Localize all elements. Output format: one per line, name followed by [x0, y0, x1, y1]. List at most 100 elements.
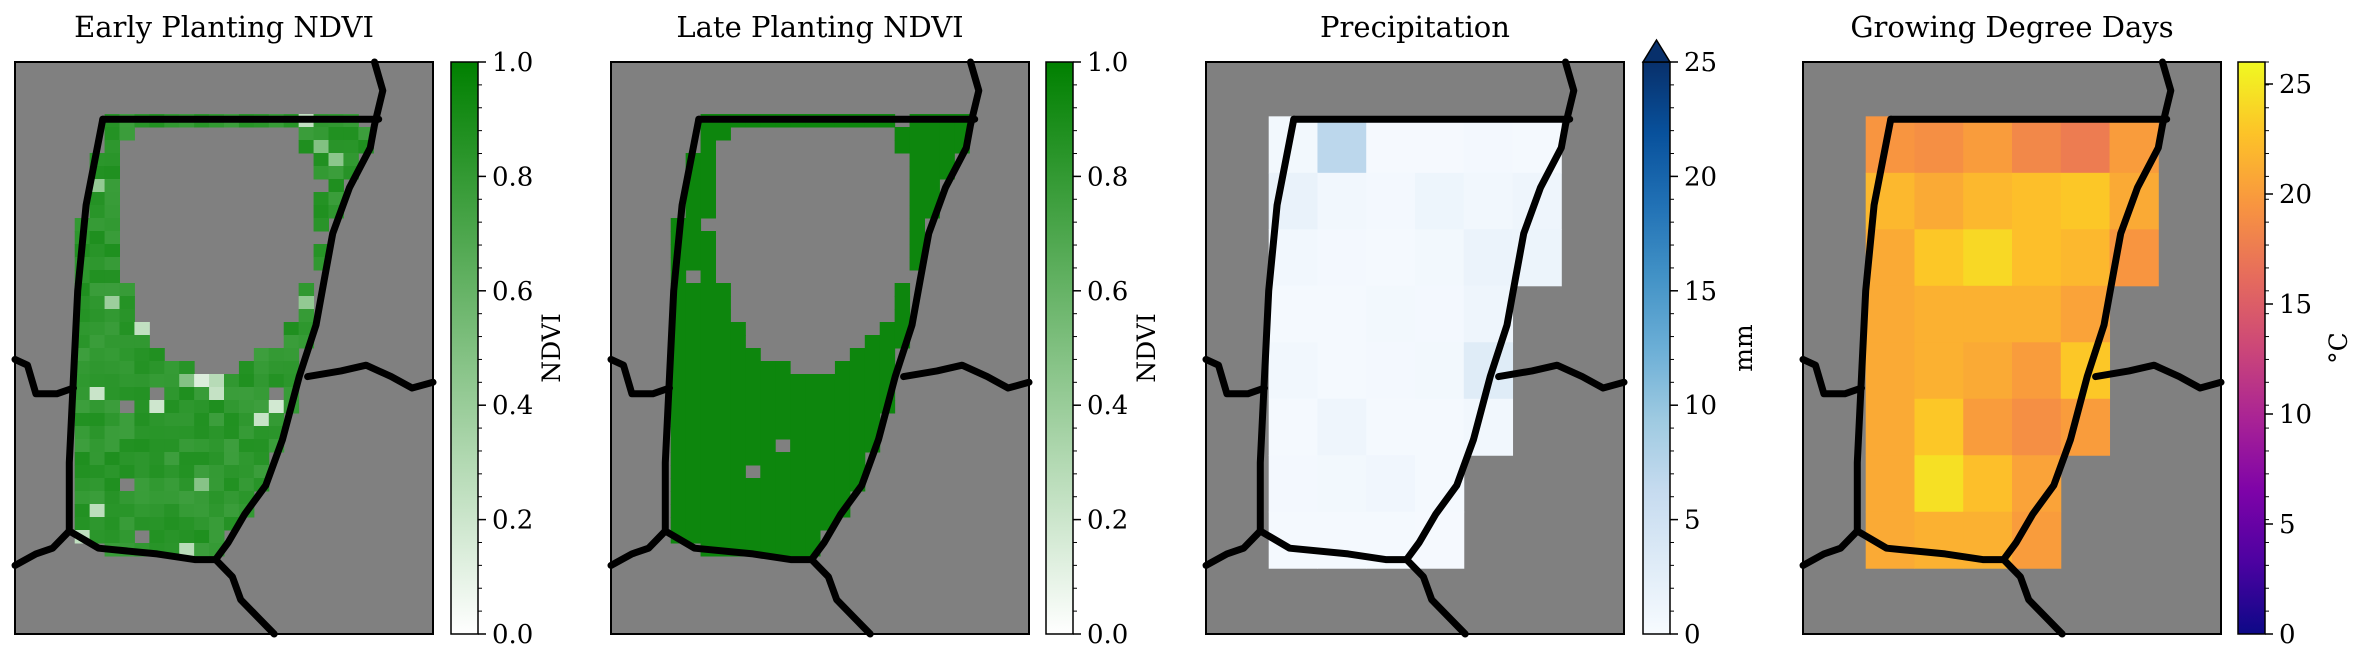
heatmap-cell: [1463, 116, 1514, 174]
heatmap-cell: [238, 400, 255, 414]
heatmap-cell: [268, 400, 285, 414]
heatmap-cells: [670, 114, 970, 557]
heatmap-cell: [253, 465, 270, 479]
heatmap-cell: [730, 413, 746, 427]
heatmap-cell: [700, 504, 716, 518]
heatmap-cell: [164, 517, 180, 531]
colorbar-tick-label: 0.8: [1087, 162, 1128, 192]
heatmap-cell: [849, 452, 866, 466]
heatmap-cell: [104, 400, 120, 414]
heatmap-cell: [715, 348, 731, 362]
heatmap-cell: [1415, 229, 1465, 287]
heatmap-cell: [1366, 172, 1416, 230]
heatmap-cell: [74, 413, 91, 427]
heatmap-cell: [894, 140, 911, 154]
heatmap-cell: [298, 309, 315, 323]
heatmap-cell: [119, 504, 135, 518]
heatmap-cell: [700, 205, 716, 219]
heatmap-cell: [790, 387, 806, 401]
border-line: [304, 361, 437, 392]
heatmap-cell: [730, 478, 746, 492]
heatmap-cell: [745, 439, 761, 453]
heatmap-cell: [939, 153, 955, 167]
heatmap-cell: [104, 413, 120, 427]
heatmap-cell: [1415, 398, 1465, 456]
heatmap-cell: [119, 127, 135, 141]
heatmap-cell: [224, 387, 240, 401]
heatmap-cell: [1268, 285, 1318, 343]
border-line: [11, 355, 77, 398]
heatmap-cell: [745, 530, 761, 544]
heatmap-cell: [715, 400, 731, 414]
heatmap-cell: [74, 426, 91, 440]
heatmap-cell: [74, 374, 91, 388]
heatmap-cell: [149, 374, 165, 388]
heatmap-cell: [1914, 116, 1964, 174]
heatmap-cell: [790, 491, 806, 505]
heatmap-cell: [209, 465, 225, 479]
heatmap-cell: [715, 426, 731, 440]
heatmap-cell: [849, 374, 866, 388]
heatmap-cell: [1914, 285, 1964, 343]
heatmap-cell: [89, 218, 106, 232]
heatmap-cell: [164, 478, 180, 492]
heatmap-cell: [700, 296, 716, 310]
heatmap-cell: [924, 140, 940, 154]
heatmap-cell: [164, 491, 180, 505]
heatmap-cell: [834, 478, 851, 492]
heatmap-cell: [864, 400, 881, 414]
heatmap-cell: [134, 517, 150, 531]
colorbar-tick-label: 25: [1684, 48, 1717, 78]
heatmap-cell: [134, 426, 150, 440]
heatmap-cell: [134, 504, 150, 518]
heatmap-cell: [745, 426, 761, 440]
heatmap-cell: [104, 504, 120, 518]
colorbar: [1045, 61, 1074, 635]
heatmap-cell: [179, 530, 195, 544]
heatmap-cell: [790, 530, 806, 544]
heatmap-cell: [834, 374, 851, 388]
heatmap-cell: [760, 452, 776, 466]
heatmap-cell: [805, 400, 821, 414]
border-line: [808, 556, 874, 638]
heatmap-cell: [685, 192, 702, 206]
heatmap-cell: [760, 387, 776, 401]
heatmap-cell: [74, 400, 91, 414]
heatmap-cells: [74, 114, 374, 557]
heatmap-cell: [164, 374, 180, 388]
heatmap-cell: [670, 491, 687, 505]
heatmap-cell: [715, 413, 731, 427]
heatmap-cell: [894, 296, 911, 310]
colorbar: [2237, 61, 2266, 635]
heatmap-cell: [909, 192, 925, 206]
heatmap-cell: [1366, 455, 1416, 513]
heatmap-cell: [790, 517, 806, 531]
heatmap-cell: [89, 270, 106, 284]
heatmap-cell: [715, 361, 731, 375]
heatmap-cell: [89, 257, 106, 271]
heatmap-cell: [849, 426, 866, 440]
heatmap-cell: [775, 491, 791, 505]
heatmap-cell: [805, 491, 821, 505]
border-line: [1202, 355, 1268, 398]
heatmap-cell: [700, 361, 716, 375]
heatmap-cell: [685, 296, 702, 310]
heatmap-cell: [1963, 398, 2013, 456]
heatmap-cell: [89, 309, 106, 323]
heatmap-cell: [820, 413, 836, 427]
heatmap-cell: [715, 296, 731, 310]
heatmap-cell: [238, 374, 255, 388]
heatmap-cell: [760, 517, 776, 531]
heatmap-cell: [298, 296, 315, 310]
heatmap-cell: [194, 400, 210, 414]
heatmap-cell: [194, 439, 210, 453]
heatmap-cell: [700, 530, 716, 544]
heatmap-cell: [790, 426, 806, 440]
heatmap-cell: [700, 257, 716, 271]
heatmap-cell: [864, 361, 881, 375]
heatmap-cell: [685, 283, 702, 297]
heatmap-cell: [119, 322, 135, 336]
heatmap-cell: [760, 374, 776, 388]
heatmap-cell: [1268, 455, 1318, 513]
heatmap-cell: [253, 387, 270, 401]
